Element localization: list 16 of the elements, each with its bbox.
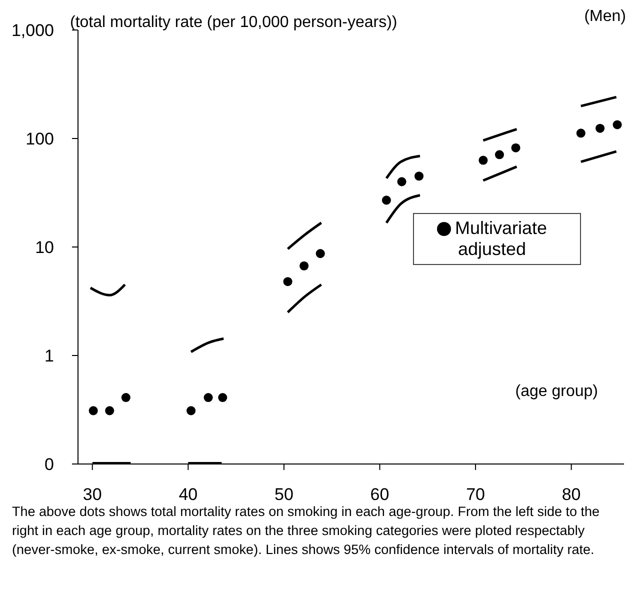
legend-label: Multivariate adjusted — [454, 218, 548, 259]
x-tick-label: 30 — [82, 485, 102, 504]
y-tick-label: 1 — [44, 346, 54, 366]
y-axis-title: (total mortality rate (per 10,000 person-years)) — [70, 14, 398, 32]
y-tick-label: 100 — [26, 130, 54, 149]
annotation: (age group) — [515, 383, 598, 401]
x-tick-label: 40 — [178, 485, 198, 504]
x-tick-label: 60 — [370, 485, 390, 504]
y-tick-label: 10 — [35, 238, 54, 258]
y-tick-label: 0 — [44, 455, 54, 474]
x-tick-label: 70 — [466, 485, 485, 504]
text: The above dots shows total mortality rates on smoking in each age-group. From the left side to the right in each age group, mortality rates on the three smoking categories were ploted respectably (never-smoke, ex-smoke, current smoke). Lines shows 95% confidence intervals of mortality rate. — [11, 503, 601, 559]
y-tick-label: 1,000 — [11, 21, 54, 40]
x-tick-label: 80 — [562, 485, 581, 504]
x-tick-label: 50 — [274, 485, 294, 504]
text: (Men) — [584, 8, 626, 26]
